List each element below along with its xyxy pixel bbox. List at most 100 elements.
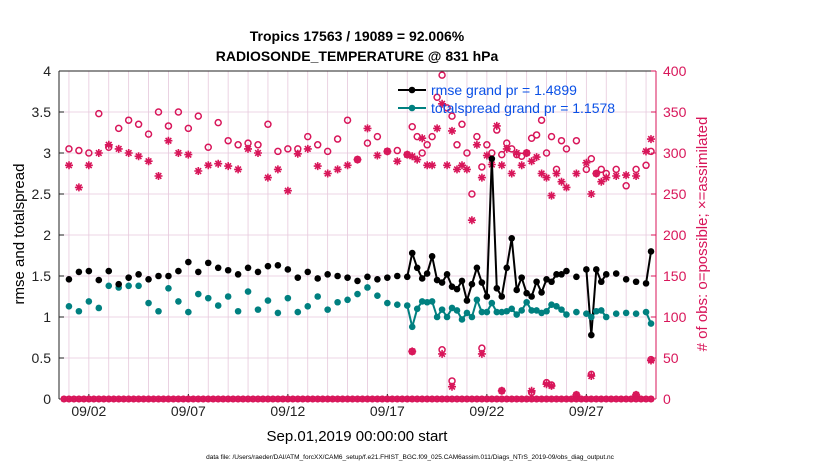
obs-assimilated-marker bbox=[194, 167, 203, 175]
obs-assimilated-marker bbox=[244, 144, 252, 153]
obs-possible-marker bbox=[323, 147, 332, 156]
obs-possible-marker bbox=[478, 163, 486, 171]
obs-possible-marker bbox=[612, 165, 620, 174]
obs-zero-marker bbox=[523, 395, 531, 403]
totalspread-point bbox=[458, 316, 466, 323]
totalspread-point bbox=[588, 313, 595, 321]
obs-assimilated-marker bbox=[413, 155, 422, 164]
rmse-point bbox=[597, 278, 605, 286]
totalspread-point bbox=[314, 293, 322, 300]
rmse-line-segment bbox=[485, 158, 493, 297]
obs-zero-marker bbox=[60, 395, 68, 403]
totalspread-point bbox=[622, 309, 630, 317]
obs-zero-marker bbox=[528, 395, 536, 403]
totalspread-point bbox=[538, 309, 545, 317]
totalspread-point bbox=[473, 296, 481, 304]
obs-assimilated-marker bbox=[214, 159, 223, 168]
obs-possible-marker bbox=[184, 124, 193, 133]
obs-assimilated-marker bbox=[273, 165, 282, 174]
obs-zero-marker bbox=[617, 395, 625, 403]
obs-possible-marker bbox=[284, 145, 292, 153]
chart-title-line2: RADIOSONDE_TEMPERATURE @ 831 hPa bbox=[216, 48, 499, 64]
totalspread-point bbox=[204, 294, 212, 302]
totalspread-point bbox=[264, 297, 272, 304]
rmse-point bbox=[453, 285, 461, 293]
rmse-point bbox=[334, 272, 341, 280]
rmse-point bbox=[433, 276, 441, 284]
rmse-line-segment bbox=[406, 252, 414, 278]
obs-zero-marker bbox=[85, 395, 93, 403]
rmse-point bbox=[408, 249, 416, 257]
obs-zero-marker bbox=[164, 395, 172, 403]
totalspread-point bbox=[224, 293, 232, 300]
obs-zero-marker bbox=[438, 395, 446, 403]
y-right-tick-label: 200 bbox=[663, 227, 687, 243]
rmse-point bbox=[483, 293, 491, 300]
obs-assimilated-marker bbox=[642, 147, 650, 156]
obs-assimilated-marker bbox=[477, 173, 486, 182]
obs-possible-marker bbox=[393, 146, 402, 155]
totalspread-point bbox=[423, 298, 431, 306]
obs-assimilated-marker bbox=[433, 124, 442, 133]
obs-zero-marker bbox=[324, 395, 332, 403]
obs-assimilated-marker bbox=[547, 381, 556, 390]
obs-zero-marker bbox=[80, 395, 88, 403]
rmse-point bbox=[294, 274, 302, 281]
y-left-tick-label: 0 bbox=[43, 391, 51, 407]
obs-zero-marker bbox=[612, 395, 620, 403]
obs-possible-marker bbox=[274, 147, 282, 156]
rmse-line-segment bbox=[510, 238, 518, 291]
totalspread-point bbox=[185, 308, 192, 316]
obs-assimilated-marker bbox=[353, 155, 362, 164]
totalspread-point bbox=[354, 290, 361, 298]
obs-zero-marker bbox=[214, 395, 222, 403]
rmse-point bbox=[264, 262, 272, 270]
obs-zero-marker bbox=[174, 395, 182, 403]
obs-assimilated-marker bbox=[443, 161, 452, 170]
obs-zero-marker bbox=[488, 395, 496, 403]
x-tick-label: 09/07 bbox=[171, 403, 206, 419]
obs-zero-marker bbox=[234, 395, 242, 403]
obs-zero-marker bbox=[453, 395, 461, 403]
rmse-point bbox=[583, 266, 590, 273]
obs-zero-marker bbox=[155, 395, 162, 403]
rmse-point bbox=[548, 278, 555, 286]
rmse-point bbox=[195, 268, 202, 276]
rmse-point bbox=[588, 331, 595, 339]
obs-assimilated-marker bbox=[527, 157, 536, 166]
rmse-point bbox=[224, 266, 232, 274]
rmse-point bbox=[602, 271, 610, 278]
obs-zero-marker bbox=[548, 395, 555, 403]
rmse-point bbox=[418, 275, 426, 282]
rmse-point bbox=[95, 276, 103, 284]
totalspread-point bbox=[642, 308, 650, 316]
rmse-point bbox=[314, 275, 322, 282]
totalspread-point bbox=[105, 282, 113, 290]
obs-possible-marker bbox=[75, 146, 83, 155]
legend-spread-marker bbox=[408, 104, 416, 112]
rmse-point bbox=[85, 267, 93, 275]
totalspread-point bbox=[175, 298, 182, 305]
obs-assimilated-marker bbox=[647, 356, 655, 365]
obs-assimilated-marker bbox=[234, 165, 243, 174]
obs-zero-marker bbox=[418, 395, 426, 403]
rmse-point bbox=[622, 275, 630, 283]
obs-zero-marker bbox=[413, 395, 421, 403]
obs-zero-marker bbox=[304, 395, 312, 403]
obs-zero-marker bbox=[632, 395, 640, 403]
totalspread-point bbox=[244, 288, 252, 295]
totalspread-point bbox=[428, 298, 436, 305]
totalspread-point bbox=[583, 310, 590, 318]
series-layer bbox=[60, 71, 655, 403]
obs-assimilated-marker bbox=[184, 150, 193, 159]
obs-possible-marker bbox=[304, 132, 312, 141]
obs-possible-marker bbox=[438, 71, 446, 79]
obs-assimilated-marker bbox=[587, 190, 596, 198]
totalspread-point bbox=[478, 308, 486, 316]
obs-assimilated-marker bbox=[602, 173, 611, 182]
obs-possible-marker bbox=[547, 132, 556, 141]
obs-assimilated-marker bbox=[373, 151, 382, 160]
obs-possible-marker bbox=[557, 136, 566, 145]
rmse-line-segment bbox=[590, 269, 598, 336]
obs-zero-marker bbox=[130, 395, 138, 403]
